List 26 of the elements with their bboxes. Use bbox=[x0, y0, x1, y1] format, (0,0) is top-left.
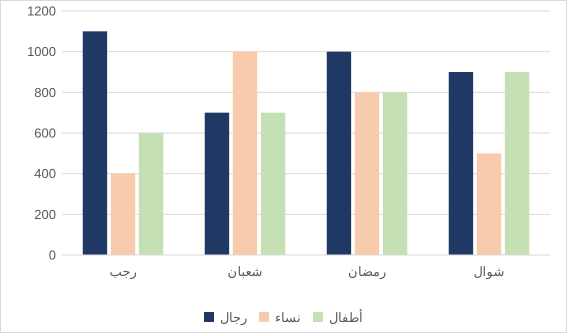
legend-label: نساء bbox=[275, 310, 301, 325]
x-tick-label: رمضان bbox=[348, 264, 386, 280]
y-tick-label: 600 bbox=[34, 126, 56, 140]
x-tick-label: رجب bbox=[110, 264, 136, 280]
y-tick-label: 0 bbox=[48, 248, 56, 262]
y-tick-label: 800 bbox=[34, 84, 56, 100]
bar bbox=[476, 153, 502, 255]
x-tick-label: شوال bbox=[474, 264, 504, 280]
y-tick-label: 1000 bbox=[27, 44, 56, 60]
bar bbox=[326, 52, 352, 255]
x-tick-label: شعبان bbox=[228, 264, 262, 279]
bar bbox=[260, 112, 286, 255]
y-tick-label: 1200 bbox=[27, 4, 56, 18]
bar bbox=[110, 174, 136, 255]
bar bbox=[82, 31, 108, 255]
bar bbox=[382, 92, 408, 255]
legend-label: رجال bbox=[220, 310, 247, 326]
legend-label: أطفال bbox=[329, 309, 363, 325]
bar bbox=[504, 72, 530, 255]
bar bbox=[138, 133, 164, 255]
bar bbox=[232, 52, 258, 255]
y-tick-label: 200 bbox=[34, 206, 56, 222]
bar bbox=[204, 112, 230, 255]
bar bbox=[354, 92, 380, 255]
bar bbox=[448, 72, 474, 255]
y-tick-label: 400 bbox=[34, 166, 56, 182]
